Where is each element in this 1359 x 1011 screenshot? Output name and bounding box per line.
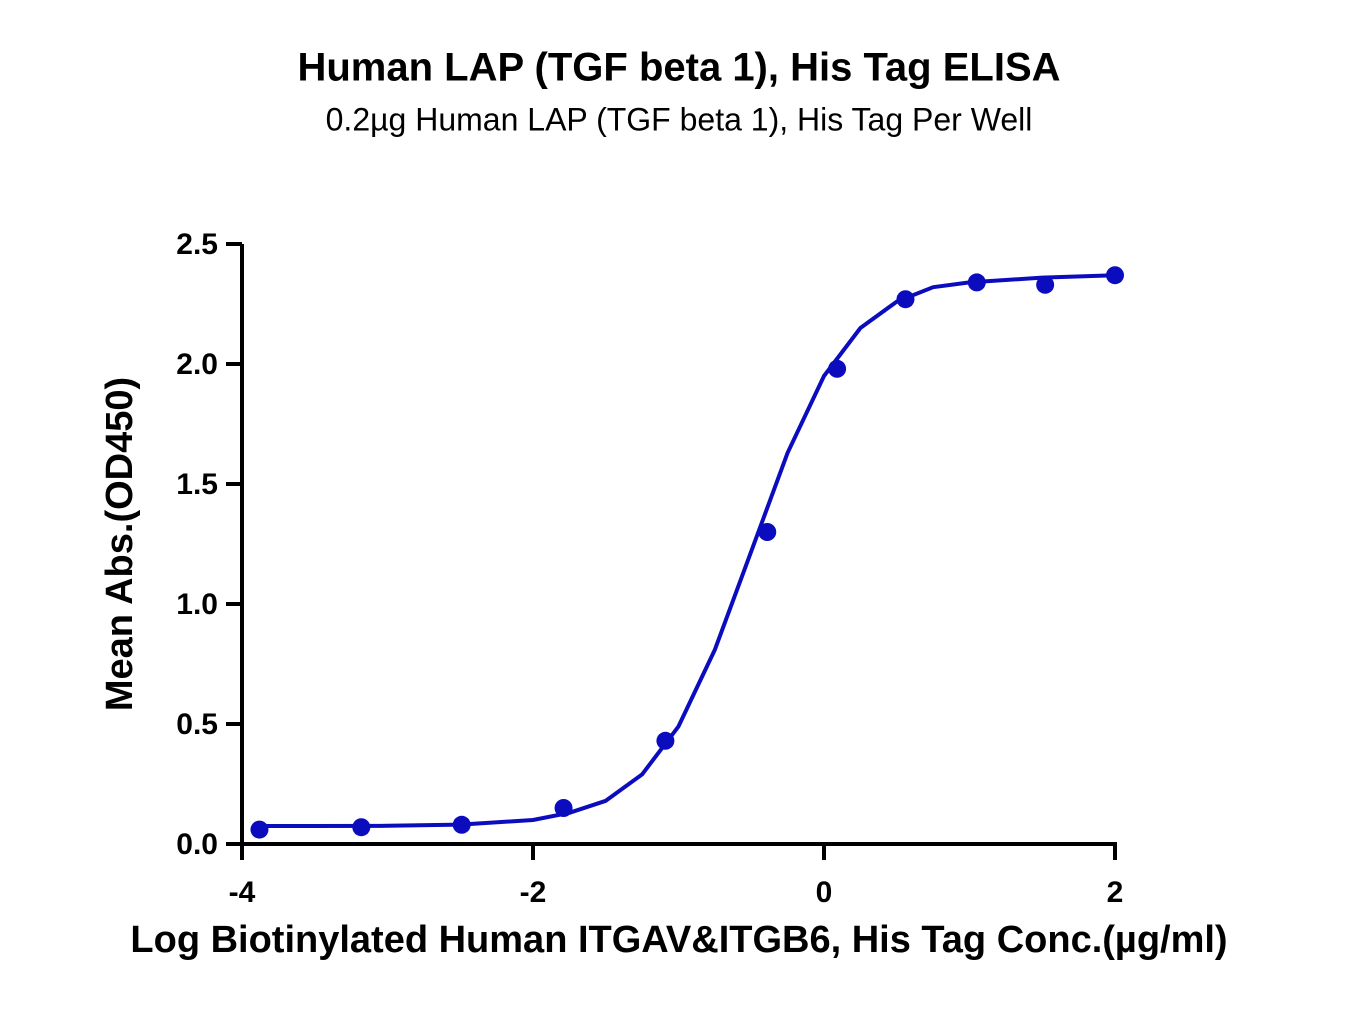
y-tick-label: 0.5 xyxy=(176,708,218,741)
y-axis-label: Mean Abs.(OD450) xyxy=(99,377,141,711)
y-tick-label: 2.5 xyxy=(176,228,218,261)
y-tick-label: 0.0 xyxy=(176,828,218,861)
data-point xyxy=(452,815,471,834)
x-tick-label: 2 xyxy=(1107,876,1124,909)
chart-title: Human LAP (TGF beta 1), His Tag ELISA xyxy=(297,46,1060,90)
data-point xyxy=(1036,275,1055,294)
data-point xyxy=(1106,266,1124,285)
data-point xyxy=(896,290,915,309)
x-tick-label: -2 xyxy=(520,876,547,909)
data-point xyxy=(758,523,777,541)
data-point xyxy=(656,731,675,750)
data-point xyxy=(250,820,269,839)
data-point xyxy=(554,799,573,817)
chart-subtitle: 0.2µg Human LAP (TGF beta 1), His Tag Pe… xyxy=(326,101,1033,137)
y-tick-label: 1.0 xyxy=(176,588,218,621)
data-point xyxy=(967,273,986,292)
y-tick-label: 2.0 xyxy=(176,348,218,381)
x-tick-label: -4 xyxy=(229,876,256,909)
x-tick-label: 0 xyxy=(816,876,833,909)
x-axis-label: Log Biotinylated Human ITGAV&ITGB6, His … xyxy=(130,919,1227,961)
data-point xyxy=(828,359,847,378)
data-point xyxy=(352,818,371,837)
fit-curve xyxy=(256,273,1116,828)
y-tick-label: 1.5 xyxy=(176,468,218,501)
